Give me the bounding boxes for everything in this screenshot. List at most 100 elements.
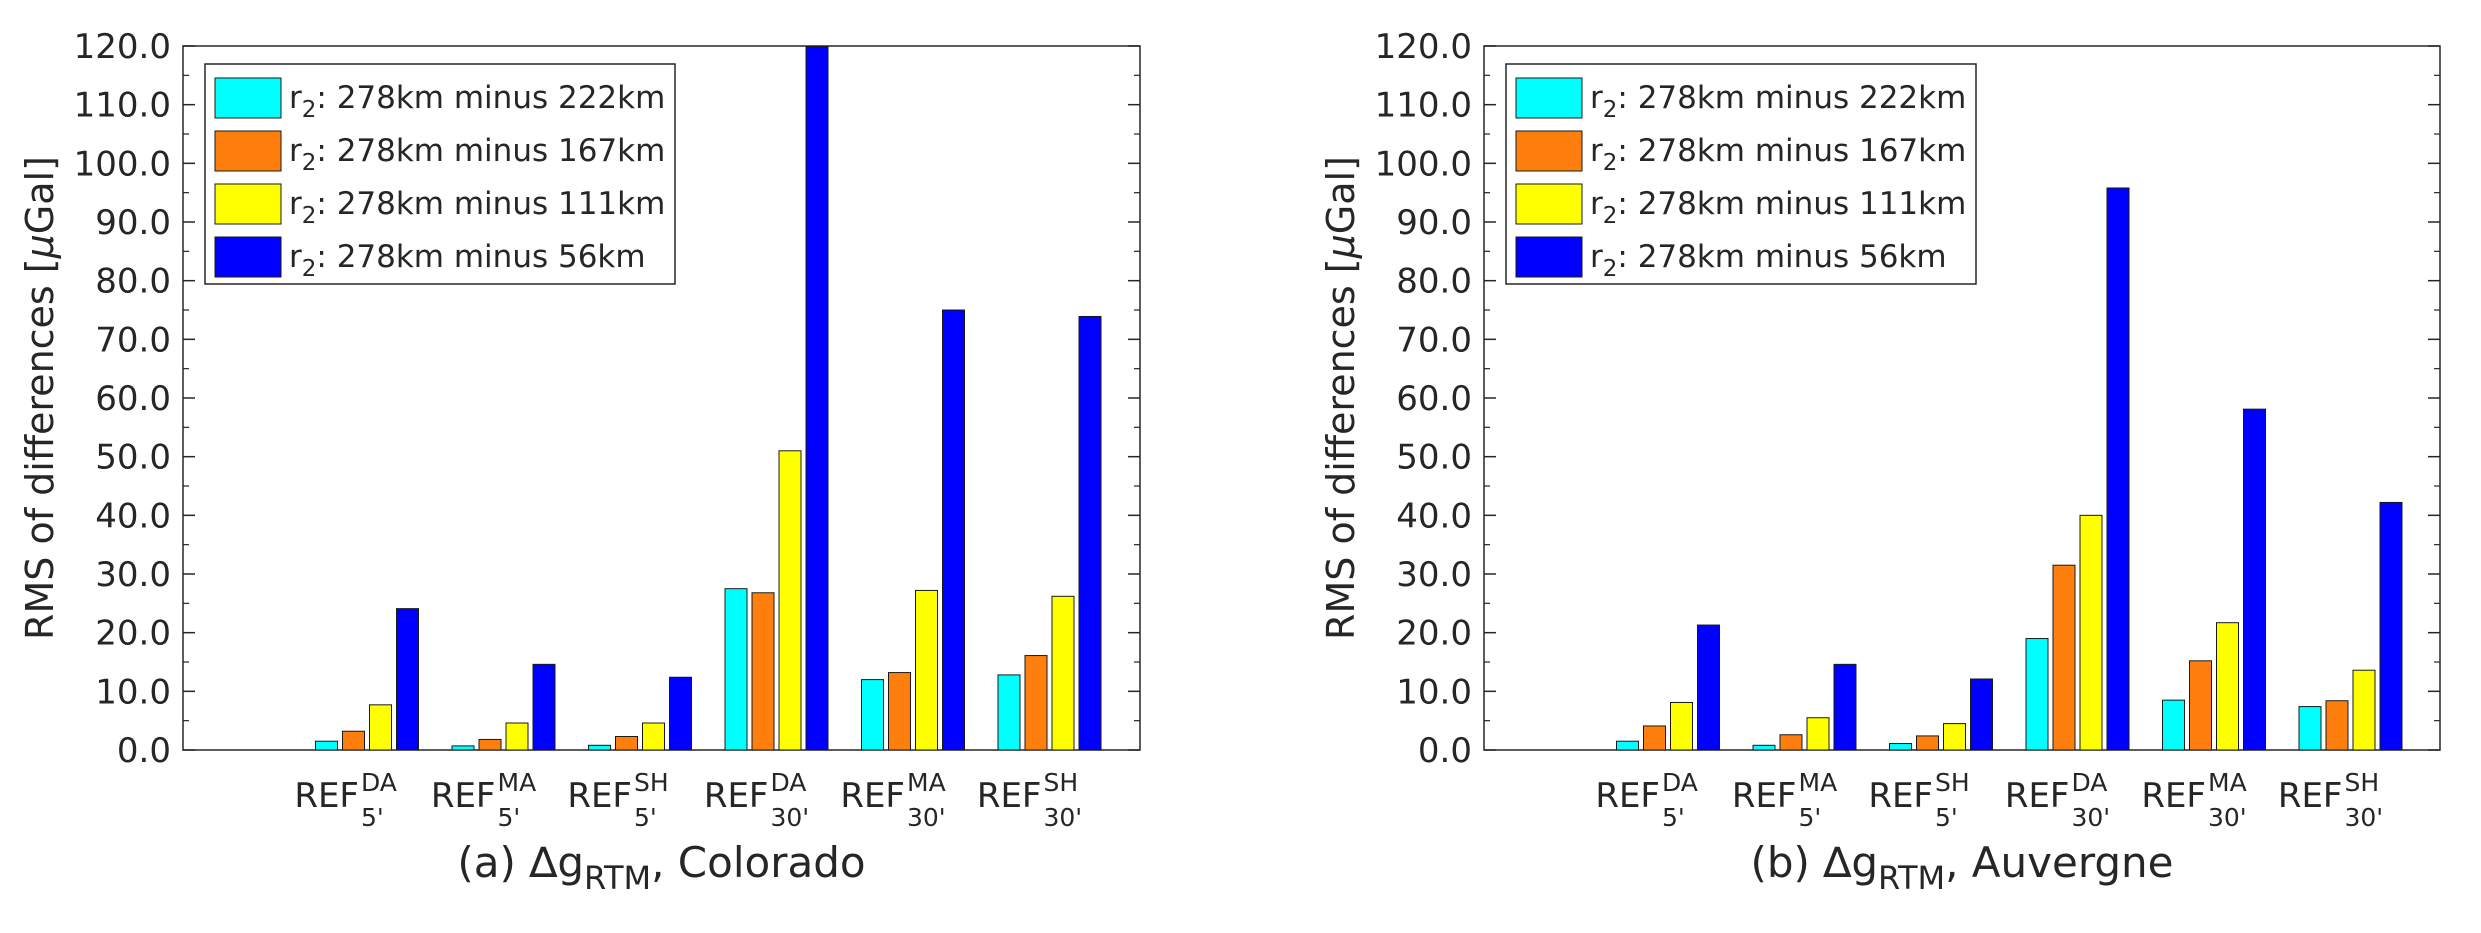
bar-series-0-cat-3 xyxy=(2025,638,2049,751)
legend-swatch-3 xyxy=(1515,236,1583,278)
bar-series-3-cat-0 xyxy=(1697,624,1720,751)
x-tick-base: REF xyxy=(1732,776,1797,816)
x-tick-base: REF xyxy=(2005,776,2070,816)
bar-series-2-cat-4 xyxy=(915,589,938,751)
y-tick-label: 100.0 xyxy=(1375,144,1472,184)
bar-series-2-cat-0 xyxy=(1670,701,1693,751)
x-tick-base: REF xyxy=(1595,776,1660,816)
bar-series-3-cat-5 xyxy=(1078,315,1102,751)
x-tick-label: REF MA 5' xyxy=(1732,768,1837,832)
bar-series-2-cat-2 xyxy=(1943,723,1966,751)
bar-series-0-cat-0 xyxy=(1616,740,1639,751)
bar-series-1-cat-4 xyxy=(2189,660,2212,751)
y-tick-label: 90.0 xyxy=(95,203,171,243)
chart-auvergne: 0.0 10.0 20.0 30.0 40.0 50.0 60.0 70.0 80.0 90.0 1… xyxy=(1319,27,2441,897)
bar-series-1-cat-0 xyxy=(1643,725,1666,751)
legend-swatch-1 xyxy=(214,130,282,172)
x-tick-sub: 30' xyxy=(771,803,810,832)
x-tick-base: REF xyxy=(977,776,1042,816)
x-tick-sup: MA xyxy=(907,768,946,797)
bar-series-0-cat-0 xyxy=(315,740,338,751)
bar-series-0-cat-4 xyxy=(2162,699,2185,751)
bar-series-3-cat-1 xyxy=(1833,663,1857,751)
bar-series-0-cat-3 xyxy=(724,588,748,751)
bar-series-2-cat-2 xyxy=(642,722,665,751)
bar-series-3-cat-2 xyxy=(1970,678,1993,751)
bar-series-2-cat-1 xyxy=(1806,717,1830,751)
x-tick-label: REF SH 5' xyxy=(1868,768,1969,832)
x-tick-sup: SH xyxy=(634,768,669,797)
x-tick-sub: 30' xyxy=(2345,803,2384,832)
x-tick-label: REF DA 5' xyxy=(1595,768,1698,832)
legend-label-0: r2: 278km minus 222km xyxy=(1590,80,1966,123)
y-tick-label: 80.0 xyxy=(95,262,171,302)
x-tick-base: REF xyxy=(704,776,769,816)
x-tick-sub: 30' xyxy=(1044,803,1083,832)
bar-series-3-cat-2 xyxy=(669,676,692,751)
legend-label-2: r2: 278km minus 111km xyxy=(289,186,665,229)
y-axis-label: RMS of differences [μGal] xyxy=(18,156,62,640)
bar-series-2-cat-3 xyxy=(2079,514,2103,751)
y-tick-label: 60.0 xyxy=(95,379,171,419)
bar-series-1-cat-5 xyxy=(2325,700,2349,751)
bar-series-2-cat-3 xyxy=(778,450,802,751)
legend-label-0: r2: 278km minus 222km xyxy=(289,80,665,123)
y-tick-label: 20.0 xyxy=(95,614,171,654)
bar-series-0-cat-1 xyxy=(1752,744,1776,751)
bar-series-1-cat-3 xyxy=(2052,564,2076,751)
x-tick-sub: 5' xyxy=(634,803,657,832)
y-tick-label: 80.0 xyxy=(1396,262,1472,302)
x-tick-base: REF xyxy=(840,776,905,816)
bar-series-2-cat-1 xyxy=(505,722,529,751)
x-tick-sup: MA xyxy=(2208,768,2247,797)
y-tick-label: 0.0 xyxy=(117,731,171,771)
legend-label-3: r2: 278km minus 56km xyxy=(289,239,646,282)
x-tick-sub: 5' xyxy=(1662,803,1685,832)
bar-series-1-cat-3 xyxy=(751,592,775,751)
bar-series-1-cat-1 xyxy=(478,738,502,751)
x-tick-sub: 5' xyxy=(361,803,384,832)
x-tick-base: REF xyxy=(294,776,359,816)
x-tick-sup: MA xyxy=(1799,768,1838,797)
x-tick-sup: MA xyxy=(498,768,537,797)
legend: r2: 278km minus 222km r2: 278km minus 167… xyxy=(204,63,676,285)
x-tick-base: REF xyxy=(2141,776,2206,816)
bar-series-2-cat-5 xyxy=(2352,669,2376,751)
y-tick-label: 70.0 xyxy=(1396,320,1472,360)
x-tick-sup: SH xyxy=(2345,768,2380,797)
y-tick-label: 100.0 xyxy=(74,144,171,184)
y-tick-label: 10.0 xyxy=(1396,672,1472,712)
bar-series-0-cat-5 xyxy=(997,674,1021,751)
x-tick-label: REF DA 5' xyxy=(294,768,397,832)
legend-swatch-0 xyxy=(214,77,282,119)
bar-series-0-cat-2 xyxy=(588,744,611,751)
bar-series-2-cat-4 xyxy=(2216,622,2239,751)
x-tick-sup: DA xyxy=(771,768,807,797)
y-tick-label: 0.0 xyxy=(1418,731,1472,771)
legend-label-1: r2: 278km minus 167km xyxy=(289,133,665,176)
y-tick-label: 50.0 xyxy=(95,438,171,478)
chart-title: (a) ∆gRTM, Colorado xyxy=(457,838,865,897)
bar-series-1-cat-1 xyxy=(1779,734,1803,751)
y-tick-label: 50.0 xyxy=(1396,438,1472,478)
legend-label-2: r2: 278km minus 111km xyxy=(1590,186,1966,229)
legend-label-1: r2: 278km minus 167km xyxy=(1590,133,1966,176)
bar-series-3-cat-1 xyxy=(532,663,556,751)
bar-series-0-cat-1 xyxy=(451,745,475,751)
y-tick-label: 120.0 xyxy=(1375,27,1472,67)
legend-box xyxy=(204,63,676,285)
legend-swatch-2 xyxy=(1515,183,1583,225)
bar-series-1-cat-4 xyxy=(888,672,911,751)
bar-series-0-cat-4 xyxy=(861,679,884,751)
bar-series-0-cat-2 xyxy=(1889,743,1912,751)
y-tick-label: 40.0 xyxy=(95,496,171,536)
x-tick-base: REF xyxy=(1868,776,1933,816)
legend-swatch-0 xyxy=(1515,77,1583,119)
x-tick-sub: 5' xyxy=(1935,803,1958,832)
chart-colorado: 0.0 10.0 20.0 30.0 40.0 50.0 60.0 70.0 80.0 90.0 1… xyxy=(18,27,1141,897)
bar-series-0-cat-5 xyxy=(2298,706,2322,751)
bar-series-3-cat-3 xyxy=(805,46,829,751)
bar-series-3-cat-0 xyxy=(396,608,419,751)
x-tick-sub: 30' xyxy=(2208,803,2247,832)
legend-swatch-3 xyxy=(214,236,282,278)
